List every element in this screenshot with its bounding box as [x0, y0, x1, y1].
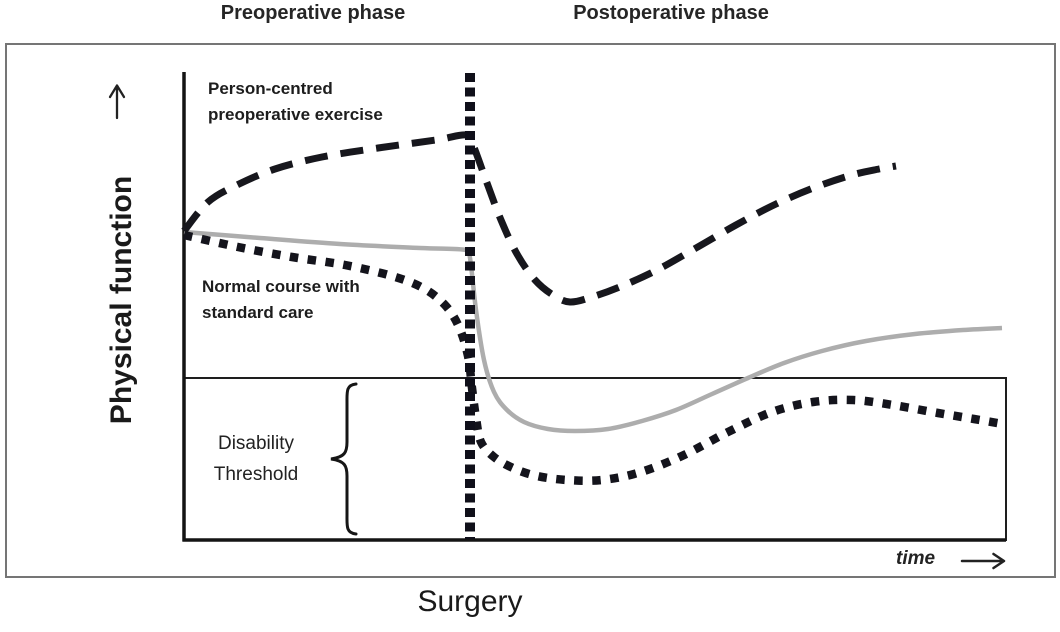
disability-threshold-label-line2: Threshold	[213, 464, 299, 485]
normal-course-curve-label: Normal course with standard care	[202, 274, 360, 326]
exercise-curve-label-line1: Person-centred	[208, 79, 333, 98]
curves-group	[181, 73, 1004, 539]
curve-gray	[183, 229, 1003, 434]
surgery-label: Surgery	[417, 585, 523, 618]
x-axis-label: time	[896, 548, 936, 569]
y-axis-arrow-icon	[108, 84, 126, 120]
disability-threshold-label: Disability Threshold	[214, 428, 299, 490]
y-axis-label: Physical function	[105, 175, 138, 425]
normal-course-label-line1: Normal course with	[202, 277, 360, 296]
curve-exercise	[181, 131, 897, 306]
postoperative-phase-label: Postoperative phase	[573, 2, 769, 24]
preoperative-phase-label: Preoperative phase	[220, 2, 406, 24]
disability-threshold-brace	[330, 382, 358, 536]
exercise-curve-label: Person-centred preoperative exercise	[208, 76, 383, 128]
time-arrow-icon	[960, 552, 1006, 570]
disability-threshold-label-line1: Disability	[217, 433, 295, 454]
normal-course-label-line2: standard care	[202, 303, 314, 322]
curve-normal	[183, 230, 1004, 486]
figure-panel	[5, 43, 1056, 578]
exercise-curve-label-line2: preoperative exercise	[208, 105, 383, 124]
